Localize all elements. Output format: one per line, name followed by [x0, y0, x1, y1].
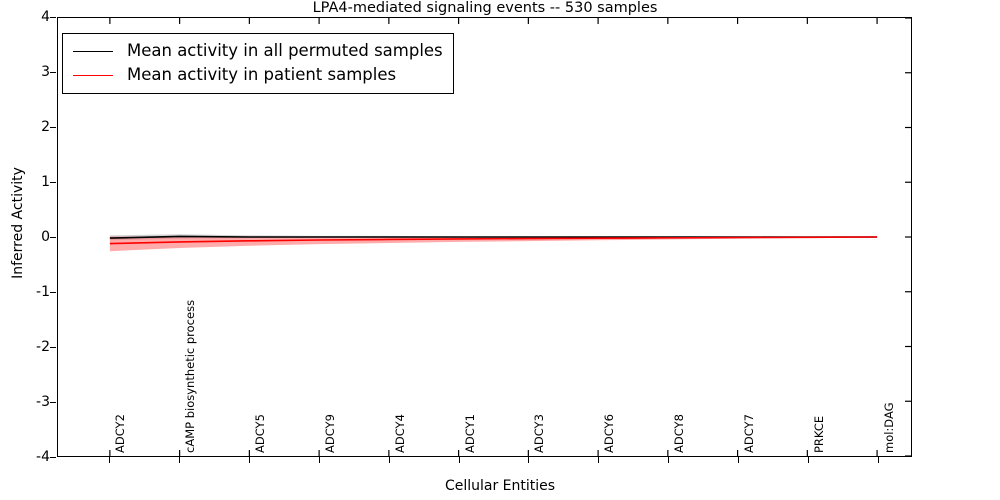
x-tick-label: ADCY3 — [532, 414, 547, 453]
x-tick-mark — [808, 457, 810, 463]
chart-title: LPA4-mediated signaling events -- 530 sa… — [312, 0, 658, 16]
x-tick-label: ADCY9 — [322, 414, 337, 453]
y-axis: -4 -3 -2 -1 0 1 2 3 4 — [0, 10, 56, 464]
y-tick-label: 2 — [41, 119, 50, 135]
y-tick-label: 3 — [41, 64, 50, 80]
x-tick-label: PRKCE — [812, 415, 827, 453]
x-tick-mark — [598, 457, 600, 463]
series-line — [109, 236, 878, 245]
legend-item: Mean activity in patient samples — [73, 63, 443, 87]
x-tick-mark — [528, 457, 530, 463]
x-tick-mark — [318, 457, 320, 463]
y-tick-label: 4 — [41, 9, 50, 25]
y-axis-label: Inferred Activity — [10, 167, 26, 279]
x-tick-label: ADCY1 — [462, 414, 477, 453]
x-tick-mark — [178, 457, 180, 463]
y-tick-mark — [50, 292, 56, 293]
legend-line-icon-patient — [73, 74, 113, 76]
x-axis-label: Cellular Entities — [444, 478, 556, 494]
y-tick-mark — [50, 237, 56, 238]
x-tick-label: ADCY2 — [113, 414, 127, 453]
x-tick-label: cAMP biosynthetic process — [182, 299, 197, 453]
x-tick-label: ADCY7 — [742, 414, 757, 453]
x-tick-mark — [668, 457, 670, 463]
y-tick-label: -3 — [36, 394, 50, 410]
x-tick-mark — [109, 457, 110, 463]
y-tick-mark — [50, 182, 56, 183]
y-tick-label: 1 — [41, 174, 50, 190]
x-tick-label: ADCY6 — [602, 414, 617, 453]
legend-item: Mean activity in all permuted samples — [73, 39, 443, 63]
y-tick-label: 0 — [41, 229, 50, 245]
x-tick-label: mol:DAG — [882, 402, 896, 453]
x-tick-mark — [458, 457, 460, 463]
series-lines — [109, 235, 878, 245]
plot-svg — [109, 18, 911, 456]
x-tick-mark — [738, 457, 740, 463]
y-tick-mark — [50, 72, 56, 73]
x-tick-label: ADCY5 — [252, 414, 267, 453]
y-tick-label: -4 — [36, 449, 50, 465]
y-tick-label: -1 — [36, 284, 50, 300]
inner-tick-marks — [109, 18, 911, 456]
x-tick-label: ADCY8 — [672, 414, 687, 453]
x-tick-mark — [878, 457, 879, 463]
legend-label-permuted: Mean activity in all permuted samples — [127, 41, 443, 60]
y-tick-mark — [50, 457, 56, 458]
y-tick-mark — [50, 17, 56, 18]
y-tick-mark — [50, 127, 56, 128]
legend-label-patient: Mean activity in patient samples — [127, 65, 397, 84]
x-tick-mark — [248, 457, 250, 463]
x-tick-mark — [388, 457, 390, 463]
y-tick-mark — [50, 347, 56, 348]
legend-line-icon-permuted — [73, 50, 113, 52]
legend: Mean activity in all permuted samples Me… — [62, 33, 454, 94]
y-tick-mark — [50, 402, 56, 403]
x-tick-label: ADCY4 — [392, 414, 407, 453]
y-tick-label: -2 — [36, 339, 50, 355]
